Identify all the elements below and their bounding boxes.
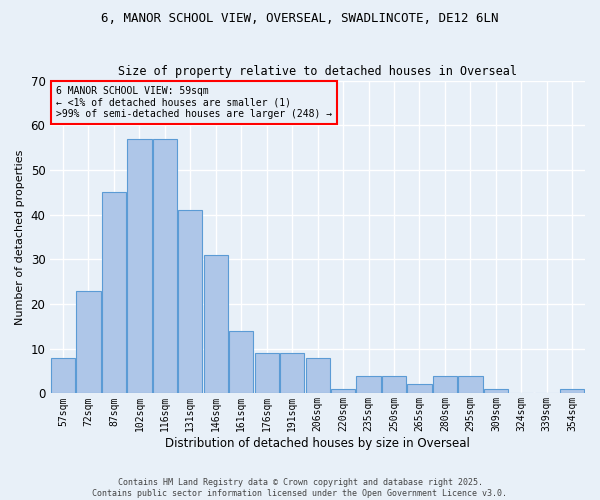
Bar bbox=[280, 353, 304, 394]
Bar bbox=[433, 376, 457, 394]
Text: Contains HM Land Registry data © Crown copyright and database right 2025.
Contai: Contains HM Land Registry data © Crown c… bbox=[92, 478, 508, 498]
Title: Size of property relative to detached houses in Overseal: Size of property relative to detached ho… bbox=[118, 65, 517, 78]
Bar bbox=[407, 384, 431, 394]
Bar bbox=[356, 376, 380, 394]
Bar bbox=[76, 290, 101, 394]
Bar bbox=[484, 389, 508, 394]
Bar bbox=[331, 389, 355, 394]
Text: 6, MANOR SCHOOL VIEW, OVERSEAL, SWADLINCOTE, DE12 6LN: 6, MANOR SCHOOL VIEW, OVERSEAL, SWADLINC… bbox=[101, 12, 499, 26]
Bar bbox=[229, 331, 253, 394]
Bar bbox=[153, 138, 177, 394]
Y-axis label: Number of detached properties: Number of detached properties bbox=[15, 150, 25, 324]
Bar bbox=[382, 376, 406, 394]
Bar bbox=[204, 255, 228, 394]
Bar bbox=[178, 210, 202, 394]
X-axis label: Distribution of detached houses by size in Overseal: Distribution of detached houses by size … bbox=[165, 437, 470, 450]
Bar bbox=[254, 353, 279, 394]
Bar bbox=[102, 192, 126, 394]
Bar bbox=[127, 138, 152, 394]
Text: 6 MANOR SCHOOL VIEW: 59sqm
← <1% of detached houses are smaller (1)
>99% of semi: 6 MANOR SCHOOL VIEW: 59sqm ← <1% of deta… bbox=[56, 86, 332, 120]
Bar bbox=[51, 358, 75, 394]
Bar bbox=[458, 376, 482, 394]
Bar bbox=[305, 358, 330, 394]
Bar bbox=[560, 389, 584, 394]
